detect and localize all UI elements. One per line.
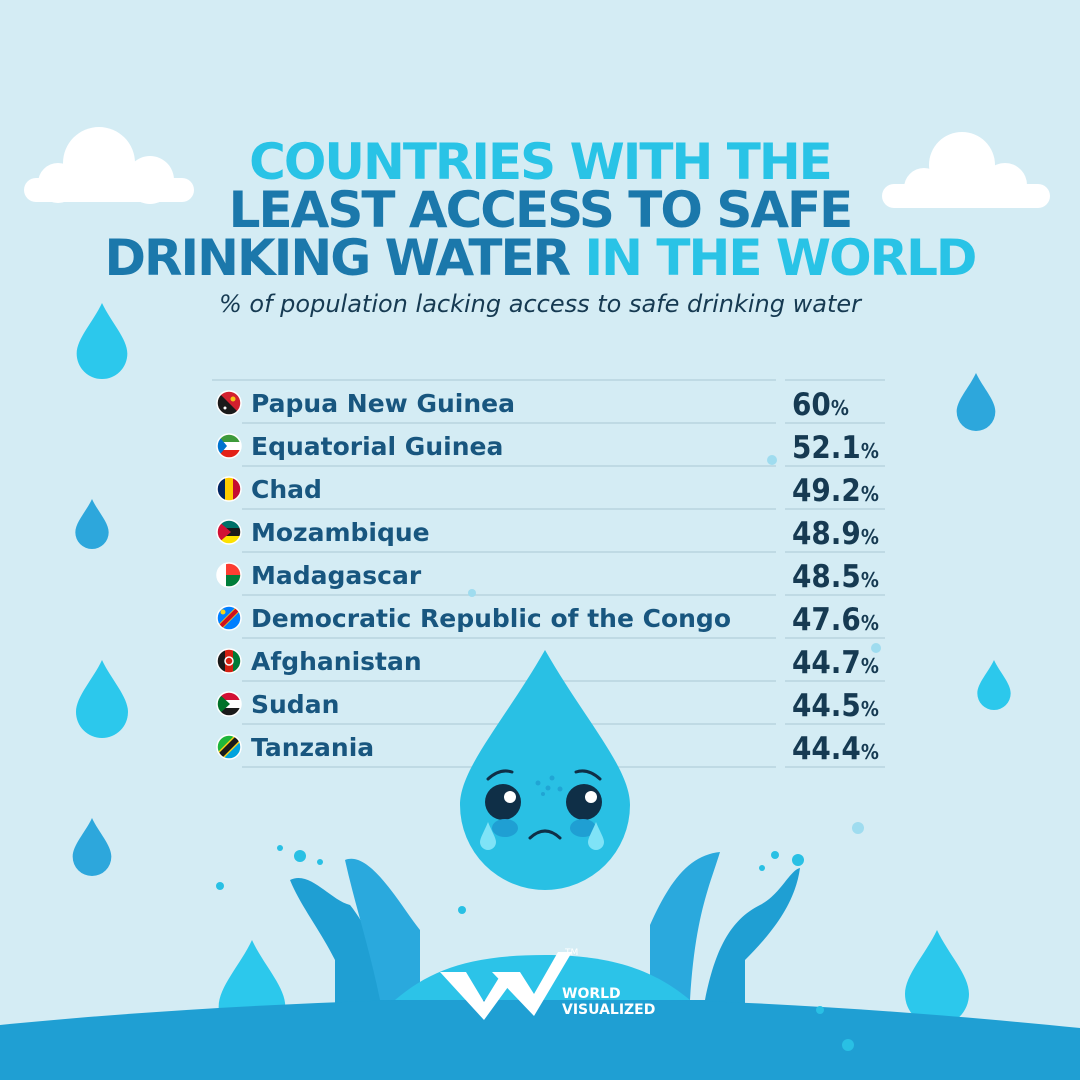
table-row: Chad 49.2%: [216, 473, 885, 510]
country-label: Afghanistan: [251, 647, 422, 676]
country-label: Equatorial Guinea: [251, 432, 503, 461]
afghanistan-flag-icon: [217, 649, 241, 673]
sudan-flag-icon: [217, 692, 241, 716]
value-label: 52.1%: [792, 430, 879, 466]
country-label: Tanzania: [251, 733, 374, 762]
world-visualized-logo-icon: [440, 952, 572, 1020]
table-row: Democratic Republic of the Congo 47.6%: [216, 602, 885, 639]
value-label: 47.6%: [792, 602, 879, 638]
value-label: 48.9%: [792, 516, 879, 552]
country-label: Chad: [251, 475, 322, 504]
chad-flag-icon: [217, 477, 241, 501]
country-label: Mozambique: [251, 518, 430, 547]
equatorial-guinea-flag-icon: [217, 434, 241, 458]
table-row: Mozambique 48.9%: [216, 516, 885, 553]
brand-name: WORLD VISUALIZED: [562, 986, 655, 1018]
table-row: Papua New Guinea 60%: [216, 387, 885, 424]
title-line-3-part-a: DRINKING WATER: [104, 229, 585, 287]
mozambique-flag-icon: [217, 520, 241, 544]
ranking-table: Papua New Guinea 60% Equatorial Guinea 52.1…: [212, 379, 885, 768]
cloud-left-icon: [24, 127, 194, 204]
value-label: 44.4%: [792, 731, 879, 767]
value-label: 44.7%: [792, 645, 879, 681]
raindrop-icon: [977, 660, 1011, 710]
water-splash: [0, 455, 1080, 1080]
title-line-3-highlight: IN THE WORLD: [584, 229, 978, 287]
value-label: 60%: [792, 387, 849, 423]
value-label: 48.5%: [792, 559, 879, 595]
brand-name-line-1: WORLD: [562, 986, 621, 1002]
raindrop-icon: [76, 660, 128, 738]
title-line-2: LEAST ACCESS TO SAFE: [228, 181, 854, 239]
brand-name-line-2: VISUALIZED: [562, 1002, 656, 1018]
raindrop-icon: [75, 499, 109, 549]
sad-water-drop-mascot: [460, 650, 630, 890]
country-label: Madagascar: [251, 561, 422, 590]
title-line-1: COUNTRIES WITH THE: [249, 133, 833, 191]
raindrop-icon: [905, 930, 969, 1026]
table-row: Madagascar 48.5%: [216, 559, 885, 596]
table-row: Tanzania 44.4%: [216, 731, 885, 768]
value-label: 49.2%: [792, 473, 879, 509]
table-row: Afghanistan 44.7%: [216, 645, 885, 682]
cloud-right-icon: [882, 132, 1050, 208]
title-line-3: DRINKING WATER IN THE WORLD: [0, 233, 1080, 283]
country-label: Democratic Republic of the Congo: [251, 604, 731, 633]
tanzania-flag-icon: [217, 735, 241, 759]
raindrop-icon: [72, 818, 112, 876]
country-label: Sudan: [251, 690, 339, 719]
value-label: 44.5%: [792, 688, 879, 724]
subtitle: % of population lacking access to safe d…: [218, 290, 862, 318]
drc-flag-icon: [217, 606, 241, 630]
raindrop-icon: [956, 373, 996, 431]
table-row: Equatorial Guinea 52.1%: [216, 430, 885, 467]
country-label: Papua New Guinea: [251, 389, 515, 418]
trademark-mark: TM: [565, 948, 579, 958]
